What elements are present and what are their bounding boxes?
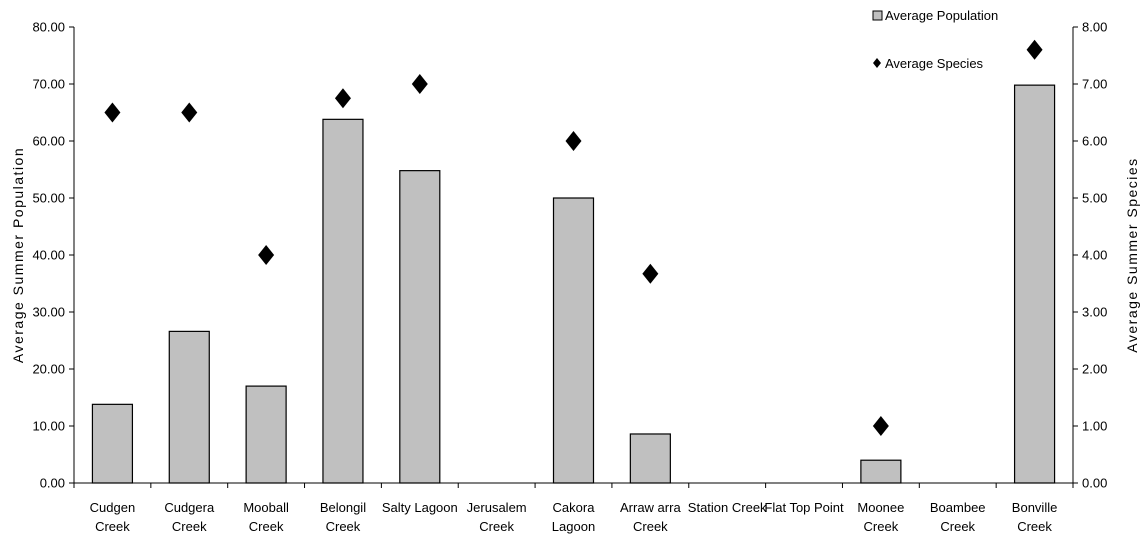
x-category-label: Cudgen Creek	[90, 500, 136, 534]
x-category-label-line: Creek	[633, 519, 668, 534]
y-tick-label: 10.00	[32, 419, 65, 434]
marker-average-species	[181, 102, 198, 123]
y2-axis-title: Average Summer Species	[1124, 157, 1140, 352]
y2-tick-label: 8.00	[1082, 20, 1107, 35]
x-category-label-line: Cudgera	[164, 500, 215, 515]
bar-average-population	[860, 459, 902, 484]
bar-average-population	[552, 197, 595, 484]
x-category-label: Flat Top Point	[764, 500, 844, 515]
x-category-label: Cudgera Creek	[164, 500, 215, 534]
bar-average-population	[629, 433, 671, 484]
legend-label-species: Average Species	[885, 56, 984, 71]
y-tick-label: 40.00	[32, 248, 65, 263]
x-category-label-line: Lagoon	[552, 519, 595, 534]
marker-average-species	[258, 245, 275, 265]
x-category-label-line: Creek	[940, 519, 975, 534]
y-tick-label: 80.00	[32, 20, 65, 35]
x-category-label-line: Cakora	[553, 500, 596, 515]
marker-average-species	[565, 131, 582, 151]
x-category-label: Mooball Creek	[243, 500, 289, 534]
x-category-label: Bonville Creek	[1012, 500, 1058, 534]
x-category-label-line: Flat Top Point	[764, 500, 844, 515]
bars-group	[91, 84, 1056, 484]
x-category-label-line: Salty Lagoon	[382, 500, 458, 515]
bar-average-population	[168, 330, 210, 484]
y2-tick-label: 6.00	[1082, 134, 1107, 149]
bar-average-population	[1013, 84, 1056, 484]
bar-average-population	[91, 403, 134, 484]
y2-tick-label: 0.00	[1082, 476, 1107, 491]
y-tick-label: 60.00	[32, 134, 65, 149]
x-category-label-line: Creek	[1017, 519, 1052, 534]
marker-average-species	[334, 88, 351, 109]
y2-tick-label: 7.00	[1082, 77, 1107, 92]
x-category-label-line: Belongil	[320, 500, 366, 515]
y-tick-label: 30.00	[32, 305, 65, 320]
x-category-label: Moonee Creek	[857, 500, 904, 534]
x-category-label: Salty Lagoon	[382, 500, 458, 515]
legend-diamond-species	[873, 58, 881, 68]
markers-group	[104, 39, 1043, 436]
y2-tick-label: 1.00	[1082, 419, 1107, 434]
marker-average-species	[642, 263, 659, 284]
x-category-label-line: Boambee	[930, 500, 986, 515]
marker-average-species	[872, 416, 889, 436]
x-category-label-line: Moonee	[857, 500, 904, 515]
y2-tick-label: 5.00	[1082, 191, 1107, 206]
x-category-label-line: Jerusalem	[467, 500, 527, 515]
x-category-label: Cakora Lagoon	[552, 500, 595, 534]
x-category-label: Station Creek	[688, 500, 767, 515]
bar-average-population	[399, 170, 441, 484]
y-axis-title: Average Summer Population	[10, 147, 26, 363]
bar-average-population	[245, 385, 287, 484]
legend-swatch-population	[872, 10, 883, 21]
y2-tick-label: 2.00	[1082, 362, 1107, 377]
x-category-label-line: Creek	[95, 519, 130, 534]
y-tick-label: 20.00	[32, 362, 65, 377]
marker-average-species	[104, 102, 121, 123]
x-category-label: Belongil Creek	[320, 500, 366, 534]
marker-average-species	[411, 74, 428, 94]
x-category-label-line: Bonville	[1012, 500, 1058, 515]
labels-group: 0.00 10.00 20.00 30.00 40.00 50.00 60.00 70.00 8…	[32, 20, 1107, 535]
x-category-label-line: Station Creek	[688, 500, 767, 515]
x-category-label: Arraw arra Creek	[620, 500, 681, 534]
x-category-label-line: Arraw arra	[620, 500, 681, 515]
y-tick-label: 70.00	[32, 77, 65, 92]
x-category-label-line: Creek	[249, 519, 284, 534]
y2-tick-label: 4.00	[1082, 248, 1107, 263]
legend: Average Population Average Species	[872, 8, 998, 71]
y-tick-label: 0.00	[40, 476, 65, 491]
x-category-label-line: Creek	[172, 519, 207, 534]
legend-label-population: Average Population	[885, 8, 998, 23]
x-category-label: Jerusalem Creek	[467, 500, 527, 534]
x-category-label: Boambee Creek	[930, 500, 986, 534]
x-category-label-line: Creek	[326, 519, 361, 534]
y-tick-label: 50.00	[32, 191, 65, 206]
x-category-label-line: Creek	[864, 519, 899, 534]
x-category-label-line: Cudgen	[90, 500, 136, 515]
x-category-label-line: Mooball	[243, 500, 289, 515]
y2-tick-label: 3.00	[1082, 305, 1107, 320]
bar-average-population	[322, 118, 364, 484]
x-category-label-line: Creek	[479, 519, 514, 534]
marker-average-species	[1026, 39, 1043, 60]
